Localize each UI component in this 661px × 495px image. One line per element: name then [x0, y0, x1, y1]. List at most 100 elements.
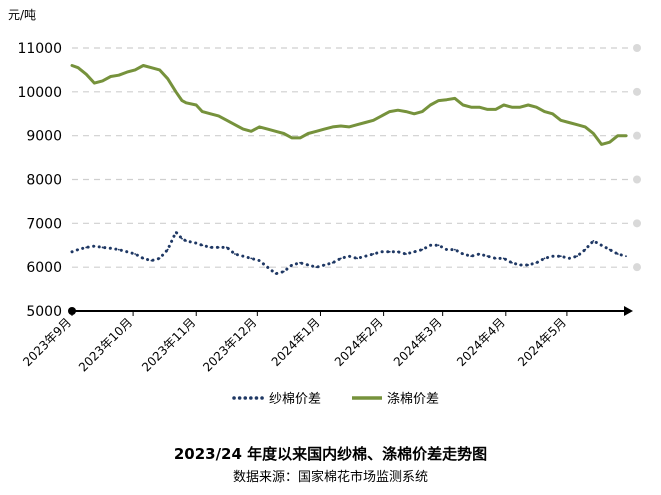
data-point-纱棉价差 — [511, 261, 513, 264]
data-point-涤棉价差 — [85, 73, 88, 76]
data-point-涤棉价差 — [134, 69, 137, 71]
y-axis-ticks: 5000 6000 7000 8000 9000 10000 11000 — [17, 41, 62, 320]
data-point-纱棉价差 — [307, 264, 310, 266]
data-point-涤棉价差 — [405, 110, 407, 113]
y-tick-label: 8000 — [26, 173, 62, 189]
data-point-纱棉价差 — [101, 246, 104, 249]
data-point-涤棉价差 — [181, 99, 183, 102]
data-point-涤棉价差 — [372, 119, 375, 122]
data-point-纱棉价差 — [616, 253, 619, 255]
data-point-纱棉价差 — [348, 255, 350, 258]
data-point-纱棉价差 — [388, 250, 391, 253]
data-point-涤棉价差 — [348, 126, 350, 128]
data-point-涤棉价差 — [217, 115, 220, 117]
data-point-纱棉价差 — [166, 248, 169, 251]
data-point-纱棉价差 — [242, 255, 244, 258]
data-point-纱棉价差 — [413, 250, 416, 253]
data-point-涤棉价差 — [413, 112, 416, 115]
data-point-涤棉价差 — [185, 101, 187, 104]
series-line-纱棉价差 — [70, 230, 628, 276]
data-point-纱棉价差 — [109, 247, 112, 250]
x-axis — [68, 306, 633, 316]
data-point-涤棉价差 — [576, 123, 578, 126]
data-point-涤棉价差 — [608, 141, 611, 144]
legend: 纱棉价差 涤棉价差 — [232, 392, 439, 407]
data-point-纱棉价差 — [266, 266, 269, 269]
data-point-涤棉价差 — [486, 108, 489, 111]
data-point-涤棉价差 — [437, 99, 440, 102]
data-point-纱棉价差 — [258, 259, 261, 262]
data-point-纱棉价差 — [405, 253, 407, 255]
data-point-涤棉价差 — [274, 130, 277, 133]
data-point-纱棉价差 — [625, 255, 627, 258]
data-point-涤棉价差 — [282, 132, 285, 135]
data-point-纱棉价差 — [453, 248, 456, 251]
data-point-纱棉价差 — [195, 242, 198, 244]
data-point-纱棉价差 — [608, 248, 611, 251]
x-tick-label: 2023年11月 — [139, 315, 198, 374]
data-point-纱棉价差 — [201, 244, 204, 247]
data-point-纱棉价差 — [209, 246, 212, 249]
gridline-end-dot — [633, 219, 641, 228]
data-point-涤棉价差 — [625, 134, 627, 137]
data-point-涤棉价差 — [388, 110, 391, 113]
data-point-涤棉价差 — [396, 109, 399, 112]
data-point-纱棉价差 — [181, 237, 183, 240]
x-tick-label: 2023年10月 — [76, 315, 135, 374]
x-tick-label: 2024年5月 — [515, 315, 569, 369]
data-point-涤棉价差 — [142, 64, 145, 67]
series-group — [70, 64, 628, 276]
x-tick-label: 2024年1月 — [269, 315, 323, 369]
data-point-纱棉价差 — [584, 248, 587, 251]
data-point-涤棉价差 — [201, 110, 204, 113]
data-point-纱棉价差 — [315, 266, 318, 269]
data-point-涤棉价差 — [478, 106, 481, 109]
data-point-纱棉价差 — [250, 257, 253, 260]
data-point-纱棉价差 — [217, 246, 220, 249]
data-point-涤棉价差 — [470, 106, 473, 109]
data-point-纱棉价差 — [470, 255, 473, 258]
series-line-涤棉价差 — [70, 64, 628, 146]
gridlines — [72, 44, 641, 272]
y-tick-label: 5000 — [26, 304, 62, 320]
x-tick-label: 2023年9月 — [20, 315, 74, 369]
data-point-涤棉价差 — [568, 121, 570, 124]
data-point-涤棉价差 — [584, 126, 587, 128]
data-point-涤棉价差 — [291, 136, 293, 139]
legend-label-涤棉价差: 涤棉价差 — [387, 392, 439, 407]
data-point-纱棉价差 — [85, 246, 88, 249]
y-tick-label: 9000 — [26, 129, 62, 145]
data-point-纱棉价差 — [150, 259, 153, 262]
data-point-涤棉价差 — [421, 110, 424, 113]
data-point-涤棉价差 — [117, 74, 120, 77]
data-point-涤棉价差 — [174, 90, 177, 93]
data-point-涤棉价差 — [511, 106, 513, 109]
data-point-涤棉价差 — [592, 132, 595, 135]
x-tick-label: 2024年3月 — [391, 315, 445, 369]
x-tick-label: 2024年2月 — [332, 315, 386, 369]
y-axis-unit: 元/吨 — [8, 8, 37, 22]
data-point-纱棉价差 — [174, 231, 177, 234]
data-point-纱棉价差 — [568, 257, 570, 260]
data-point-涤棉价差 — [258, 126, 261, 128]
data-point-涤棉价差 — [126, 71, 128, 74]
y-tick-label: 11000 — [17, 41, 62, 57]
data-point-涤棉价差 — [109, 75, 112, 78]
data-point-涤棉价差 — [209, 112, 212, 115]
data-point-纱棉价差 — [478, 253, 481, 255]
data-point-纱棉价差 — [93, 245, 96, 248]
data-point-纱棉价差 — [225, 246, 228, 249]
data-point-纱棉价差 — [142, 257, 145, 260]
data-point-涤棉价差 — [331, 126, 334, 128]
y-tick-label: 7000 — [26, 216, 62, 232]
data-point-涤棉价差 — [494, 108, 497, 111]
data-point-涤棉价差 — [543, 110, 546, 113]
data-point-涤棉价差 — [429, 104, 432, 106]
data-point-纱棉价差 — [282, 270, 285, 273]
data-point-纱棉价差 — [502, 257, 505, 260]
x-tick-label: 2024年4月 — [454, 315, 508, 369]
data-point-纱棉价差 — [600, 244, 603, 247]
data-point-纱棉价差 — [323, 264, 326, 266]
data-point-涤棉价差 — [225, 119, 228, 122]
data-point-纱棉价差 — [429, 244, 432, 247]
